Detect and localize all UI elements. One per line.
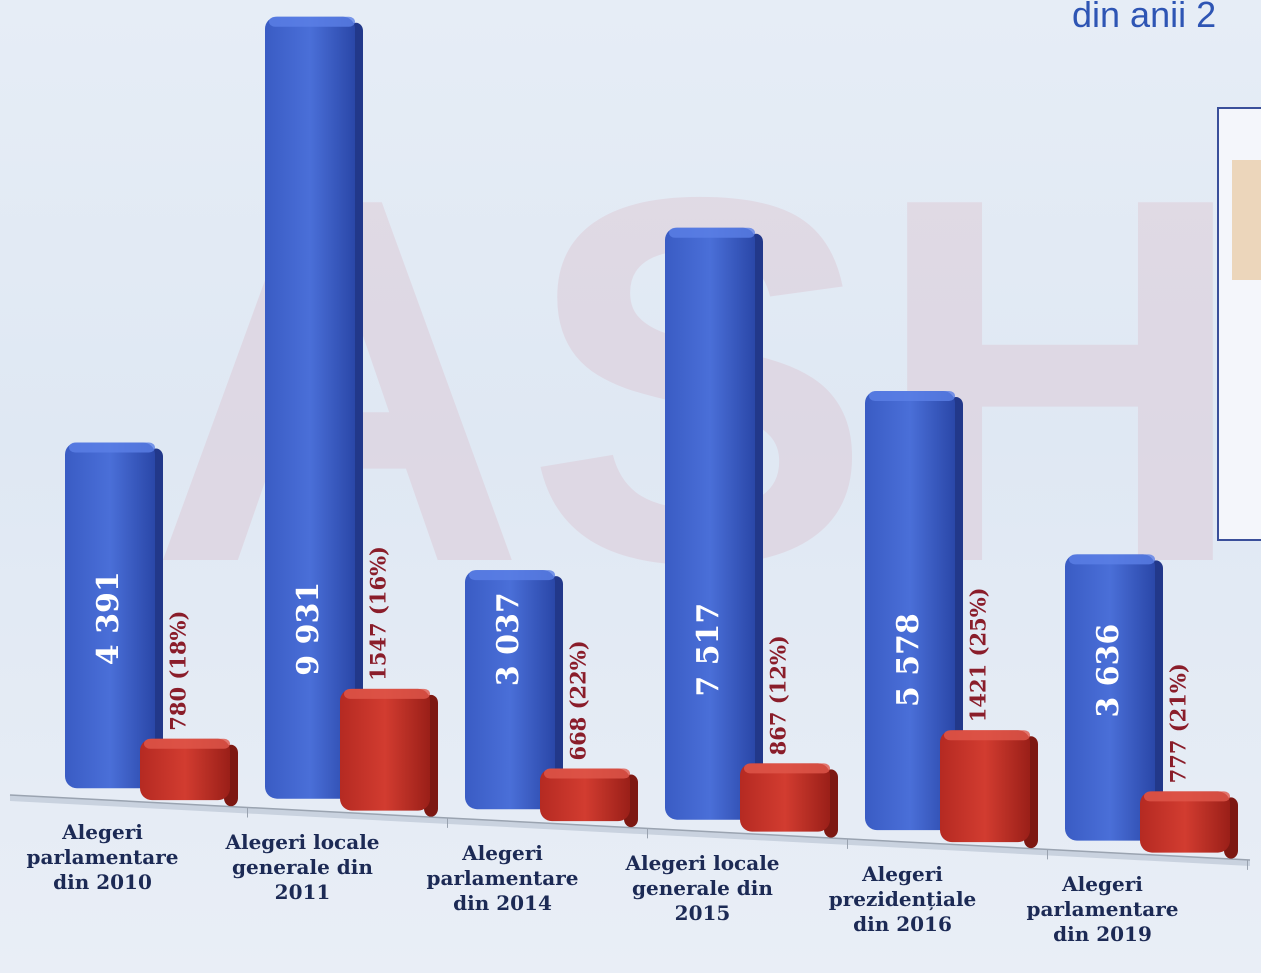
bar [940,730,1030,843]
bar-top [344,688,430,699]
bar-top [269,16,355,27]
bar-top [669,227,755,238]
value-label: 777 (21%) [1166,663,1191,783]
bar-top [469,570,555,581]
value-label: 780 (18%) [166,611,191,731]
x-tick-label: Alegeri locale generale din 2011 [225,830,380,905]
bar [665,227,755,820]
value-label: 1547 (16%) [366,546,391,681]
value-label: 5 578 [891,613,926,707]
value-label: 1421 (25%) [966,587,991,722]
bar-top [544,768,630,779]
value-label: 3 037 [491,592,526,686]
x-tick-label: Alegeri prezidențiale din 2016 [828,861,977,936]
x-tick-label: Alegeri locale generale din 2015 [625,851,780,926]
value-label: 7 517 [691,603,726,697]
bar [140,738,230,801]
value-label: 867 (12%) [766,635,791,755]
bar [865,390,955,831]
photo [1232,160,1261,280]
x-tick-label: Alegeri parlamentare din 2019 [1026,872,1179,947]
chart-title: din anii 2 [1072,0,1217,35]
bar-top [744,763,830,774]
bar-top [944,730,1030,741]
bar [465,570,555,810]
bar [1065,554,1155,841]
x-tick-label: Alegeri parlamentare din 2010 [26,819,179,894]
bar [265,16,355,799]
bar [1140,791,1230,853]
bar [340,688,430,811]
bar [540,768,630,822]
bar-top [869,390,955,401]
bar [65,442,155,789]
floor [10,795,1250,866]
bar-top [1069,554,1155,565]
value-label: 3 636 [1091,624,1126,718]
bar-top [1144,791,1230,802]
bar [740,763,830,832]
bar-top [69,442,155,453]
value-label: 4 391 [91,571,126,665]
x-tick-label: Alegeri parlamentare din 2014 [426,840,579,915]
bar-top [144,738,230,749]
value-label: 9 931 [291,582,326,676]
value-label: 668 (22%) [566,640,591,760]
floor-edge [9,794,1251,861]
